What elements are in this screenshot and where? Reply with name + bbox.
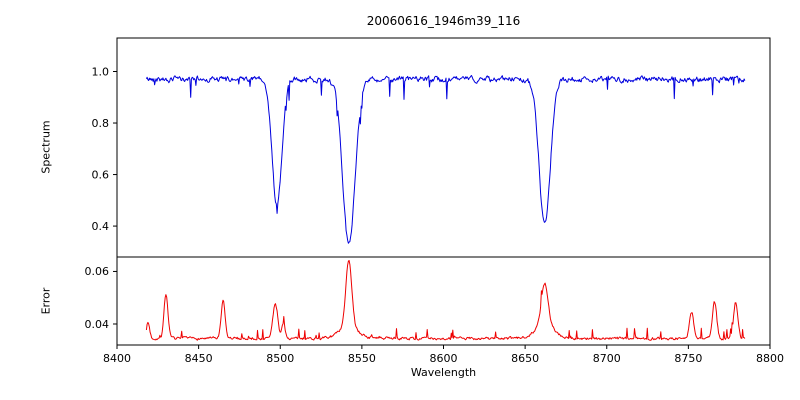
svg-text:1.0: 1.0 <box>92 65 110 78</box>
svg-text:0.6: 0.6 <box>92 168 110 181</box>
error-panel-border <box>116 256 771 346</box>
error-y-ticks: 0.04 0.06 <box>85 265 117 331</box>
error-line <box>145 260 746 341</box>
x-axis-ticks: 8400 8450 8500 8550 8600 8650 8700 8750 8800 <box>103 345 784 365</box>
spectrum-line <box>145 75 746 244</box>
svg-text:0.06: 0.06 <box>85 265 110 278</box>
spectrum-panel-border <box>116 37 771 258</box>
x-axis-label: Wavelength <box>410 366 477 379</box>
svg-text:0.4: 0.4 <box>92 220 110 233</box>
svg-text:8650: 8650 <box>511 352 539 365</box>
svg-text:8500: 8500 <box>266 352 294 365</box>
svg-text:8700: 8700 <box>593 352 621 365</box>
svg-text:8800: 8800 <box>756 352 784 365</box>
spectrum-y-ticks: 0.4 0.6 0.8 1.0 <box>92 65 117 233</box>
svg-text:8550: 8550 <box>348 352 376 365</box>
svg-text:0.8: 0.8 <box>92 117 110 130</box>
svg-text:8400: 8400 <box>103 352 131 365</box>
svg-text:0.04: 0.04 <box>85 318 110 331</box>
svg-text:8600: 8600 <box>430 352 458 365</box>
chart-title: 20060616_1946m39_116 <box>366 14 521 28</box>
svg-text:8450: 8450 <box>185 352 213 365</box>
svg-text:8750: 8750 <box>674 352 702 365</box>
